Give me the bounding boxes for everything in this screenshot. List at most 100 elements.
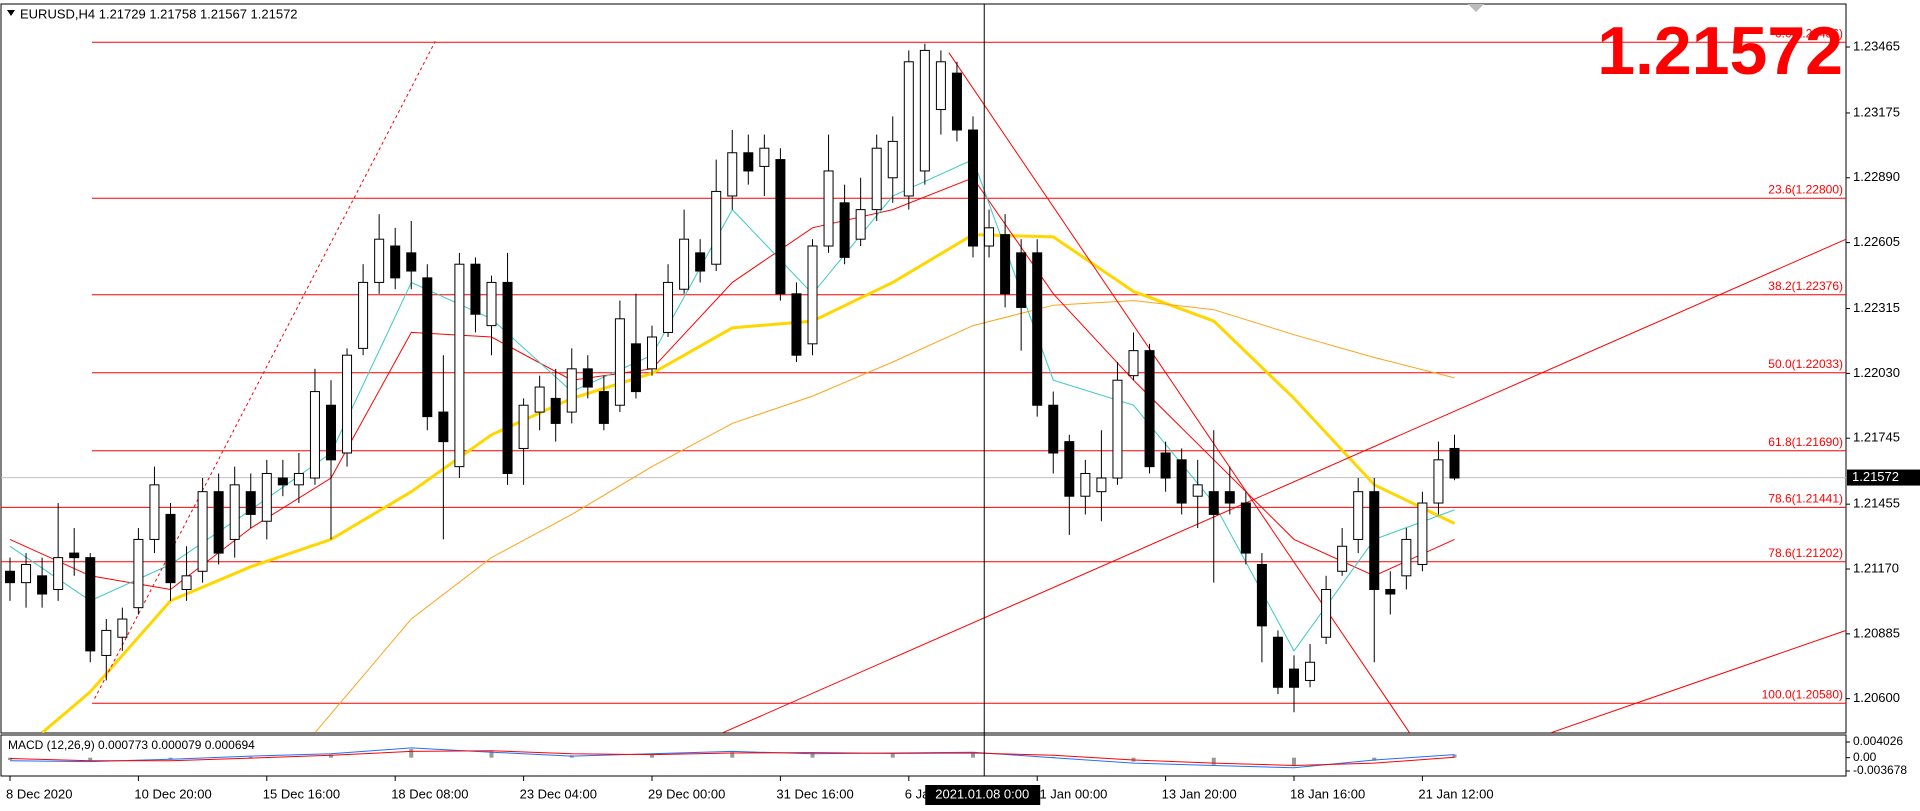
candle-body [1176,459,1187,504]
candle-body [181,575,192,590]
macd-tick-label: 0.004026 [1853,734,1903,748]
y-tick-label: 1.21455 [1853,496,1900,511]
candle-body [663,281,674,333]
crosshair-box [925,785,1041,805]
x-tick-label: 11 Jan 00:00 [1033,786,1107,801]
candle-body [1289,668,1299,688]
current-price-label: 1.21572 [1852,469,1899,484]
y-tick-label: 1.22315 [1853,300,1900,315]
candle-body [1256,563,1267,627]
candle-body [117,618,128,638]
fib-label: 78.6(1.21202) [1768,546,1843,560]
x-tick-label: 21 Jan 12:00 [1418,786,1493,801]
candle-body [358,281,369,349]
candle-body [951,72,962,131]
candle-body [149,484,160,540]
candle-body [486,281,497,327]
candle-body [1433,459,1444,504]
candle-body [1192,484,1203,497]
x-tick-label: 18 Dec 08:00 [391,786,468,801]
y-tick-label: 1.20600 [1853,690,1900,705]
candle-body [1224,491,1235,504]
x-tick-label: 29 Dec 00:00 [648,786,725,801]
moving-average [314,300,1455,733]
candle-body [1208,491,1219,515]
macd-histogram-bar [409,749,414,758]
macd-histogram-bar [168,757,173,760]
candle-body [37,575,48,595]
candle-body [1032,252,1043,406]
y-tick-label: 1.22890 [1853,169,1900,184]
macd-histogram-bar [810,753,815,758]
candle-body [550,397,561,424]
candle-body [1417,502,1428,565]
candle-body [454,263,465,468]
macd-tick-label: 0.00 [1853,750,1877,764]
candle-body [1305,661,1316,681]
y-tick-label: 1.21745 [1853,430,1900,445]
macd-main [9,747,1455,769]
y-tick-label: 1.23465 [1853,38,1900,53]
macd-label: MACD (12,26,9) 0.000773 0.000079 0.00069… [8,738,255,752]
x-tick-label: 13 Jan 20:00 [1162,786,1237,801]
candle-body [727,152,738,197]
trend-line [722,238,1846,733]
candle-body [1144,350,1155,468]
candle-body [502,281,513,474]
candle-body [69,552,80,559]
trend-line [948,52,1411,733]
candle-body [438,411,449,443]
x-tick-label: 15 Dec 16:00 [263,786,340,801]
candle-body [935,61,946,111]
candle-body [374,238,385,283]
candle-body [1385,588,1396,595]
candle-body [53,557,64,590]
y-tick-label: 1.22030 [1853,365,1900,380]
fib-label: 78.6(1.21441) [1768,492,1843,506]
candle-body [968,129,978,247]
candle-body [919,49,930,172]
chart-header: EURUSD,H4 1.21729 1.21758 1.21567 1.2157… [20,6,298,21]
candle-body [566,368,577,413]
macd-tick-label: -0.003678 [1853,763,1907,777]
candle-body [759,147,770,167]
candle-body [679,238,690,290]
candle-body [518,404,529,449]
candle-body [1128,350,1139,377]
candle-body [390,245,401,279]
candle-body [101,629,112,656]
fib-label: 100.0(1.20580) [1762,687,1843,701]
fib-label: 0.0(1.23486) [1775,26,1843,40]
candle-body [1048,404,1059,454]
x-tick-label: 31 Dec 16:00 [776,786,853,801]
candle-body [85,557,96,652]
candle-body [534,386,545,413]
candle-body [1096,477,1107,493]
candle-body [1064,441,1075,497]
candle-body [1449,447,1460,479]
candle-body [277,477,288,486]
macd-histogram-bar [1211,757,1216,765]
macd-histogram-bar [1452,754,1457,758]
candle-body [887,140,898,179]
candle-body [647,336,657,370]
candle-body [855,209,866,240]
macd-histogram-bar [329,754,333,758]
fib-label: 38.2(1.22376) [1768,279,1843,293]
candle-body [582,368,593,388]
candle-body [839,202,850,258]
macd-histogram-bar [650,754,654,758]
candle-body [1369,491,1380,590]
y-tick-label: 1.23175 [1853,104,1900,119]
macd-histogram-bar [971,753,975,758]
menu-arrow[interactable] [7,10,15,16]
current-price-box [1847,469,1920,486]
x-tick-label: 8 Dec 2020 [6,786,73,801]
macd-histogram-bar [248,756,253,758]
candle-body [229,484,240,540]
x-tick-label: 23 Dec 04:00 [520,786,597,801]
candle-body [1016,252,1027,308]
candle-body [871,147,882,211]
